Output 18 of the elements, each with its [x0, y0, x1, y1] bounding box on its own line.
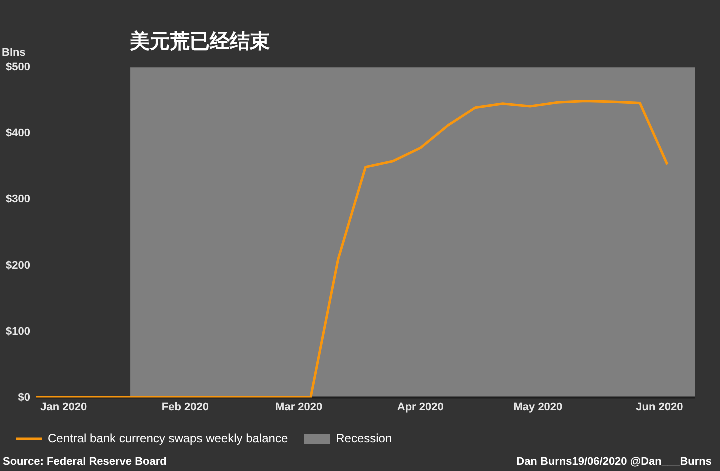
y-tick-label: $200 — [6, 260, 30, 272]
y-tick-label: $400 — [6, 128, 30, 140]
y-axis-title: Blns — [2, 47, 26, 59]
y-tick-label: $300 — [6, 194, 30, 206]
chart-title: 美元荒已经结束 — [130, 28, 270, 55]
x-tick-label: Apr 2020 — [397, 401, 444, 414]
x-tick-label: May 2020 — [514, 401, 563, 414]
x-tick-label: Mar 2020 — [276, 401, 323, 414]
legend-label: Central bank currency swaps weekly balance — [48, 431, 288, 446]
x-tick-label: Jun 2020 — [636, 401, 684, 414]
x-tick-label: Jan 2020 — [40, 401, 88, 414]
y-tick-label: $0 — [18, 392, 30, 404]
y-tick-label: $100 — [6, 326, 30, 338]
x-tick-label: Feb 2020 — [162, 401, 209, 414]
legend-label: Recession — [336, 431, 392, 446]
source-note: Source: Federal Reserve Board — [3, 456, 167, 468]
y-tick-label: $500 — [6, 62, 30, 74]
text: Dan Burns19/06/2020 @Dan___Burns — [516, 456, 712, 468]
